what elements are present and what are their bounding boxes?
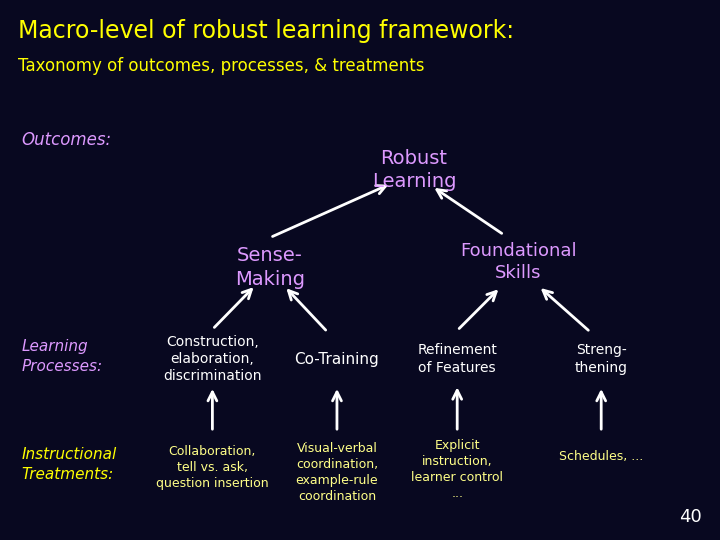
Text: Taxonomy of outcomes, processes, & treatments: Taxonomy of outcomes, processes, & treat… — [18, 57, 425, 75]
Text: Foundational
Skills: Foundational Skills — [460, 242, 577, 282]
Text: 40: 40 — [679, 509, 702, 526]
Text: Co-Training: Co-Training — [294, 352, 379, 367]
Text: Construction,
elaboration,
discrimination: Construction, elaboration, discriminatio… — [163, 335, 261, 383]
Text: Refinement
of Features: Refinement of Features — [418, 343, 497, 375]
Text: Outcomes:: Outcomes: — [22, 131, 112, 150]
Text: Robust
Learning: Robust Learning — [372, 149, 456, 191]
Text: Macro-level of robust learning framework:: Macro-level of robust learning framework… — [18, 19, 514, 43]
Text: Schedules, ...: Schedules, ... — [559, 450, 644, 463]
Text: Learning
Processes:: Learning Processes: — [22, 339, 103, 374]
Text: Visual-verbal
coordination,
example-rule
coordination: Visual-verbal coordination, example-rule… — [296, 442, 378, 503]
Text: Streng-
thening: Streng- thening — [575, 343, 628, 375]
Text: Explicit
instruction,
learner control
...: Explicit instruction, learner control ..… — [411, 440, 503, 500]
Text: Collaboration,
tell vs. ask,
question insertion: Collaboration, tell vs. ask, question in… — [156, 444, 269, 490]
Text: Sense-
Making: Sense- Making — [235, 246, 305, 288]
Text: Instructional
Treatments:: Instructional Treatments: — [22, 447, 117, 482]
